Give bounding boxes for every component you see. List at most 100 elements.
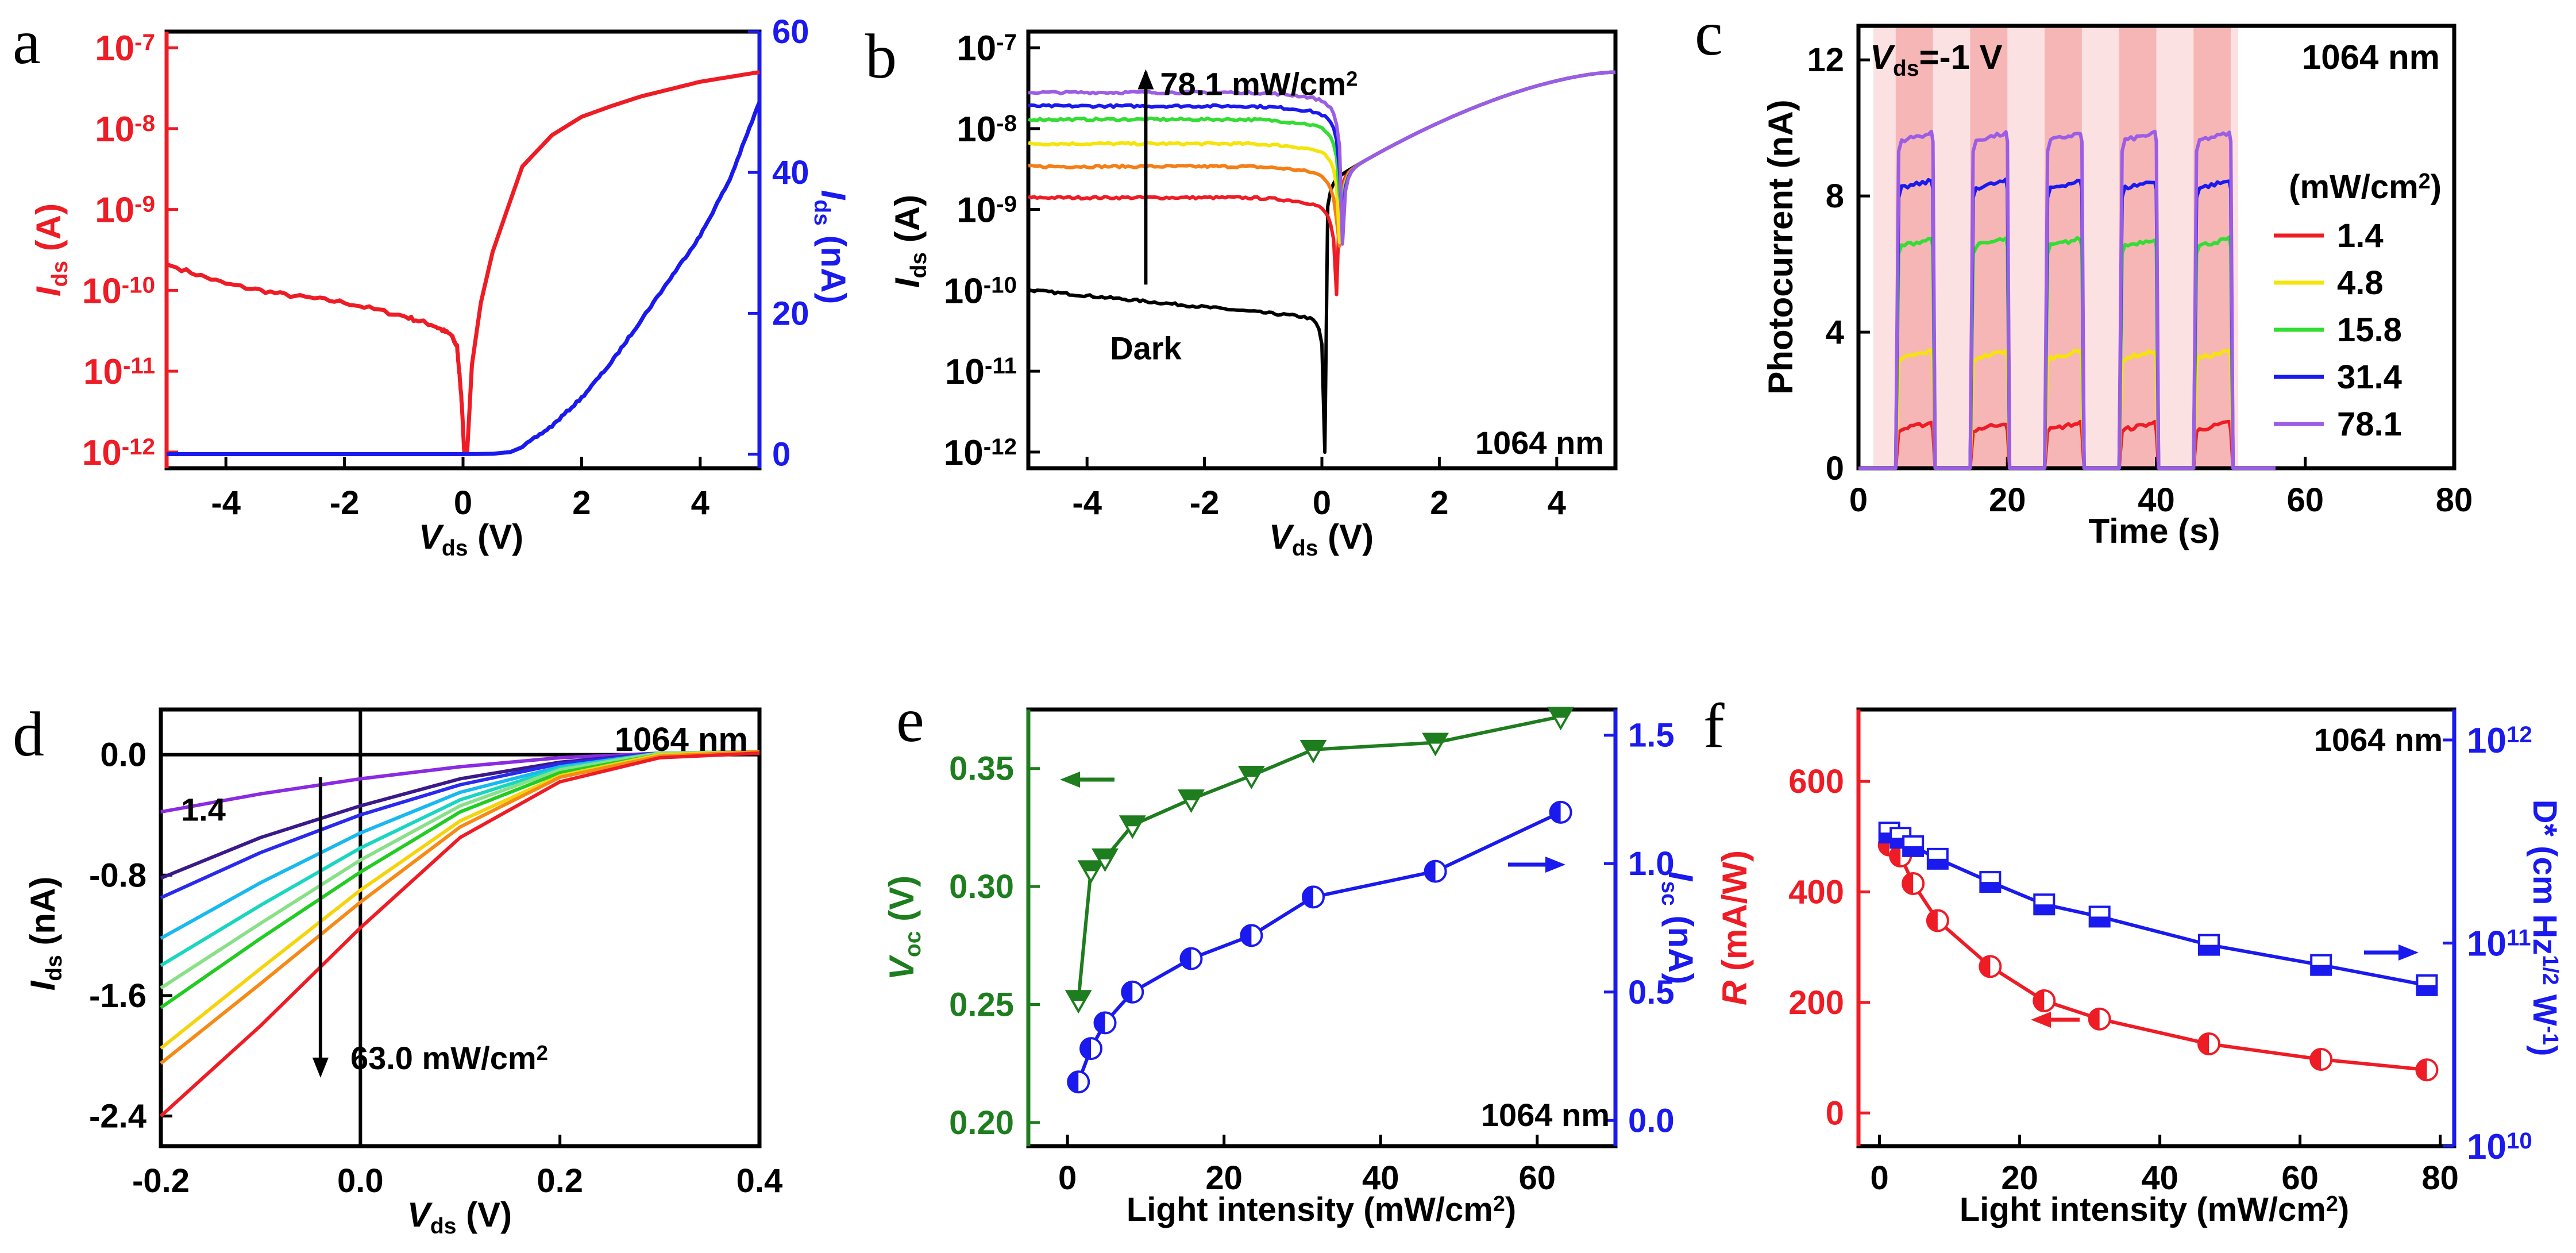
- panel-e: e 0 20 40 60 0.20 0.25 0.30 0.35 0.0 0.5 1.0 1.5 Lig…: [882, 685, 1700, 1228]
- r-point-fill: [2311, 1048, 2322, 1070]
- y-tick-label: 8: [1826, 178, 1844, 215]
- series-78_1: [1028, 70, 1616, 246]
- y-tick-label-right: 0.0: [1628, 1102, 1675, 1139]
- y-axis-label: Photocurrent (nA): [1761, 99, 1800, 394]
- x-axis-label: Time (s): [2089, 512, 2220, 550]
- y-tick-label: 10-12: [944, 433, 1017, 473]
- series-s7: [160, 750, 760, 1009]
- annotation-low-intensity: 1.4: [181, 791, 226, 827]
- x-tick-label: 80: [2421, 1159, 2459, 1197]
- arrow-head: [312, 1057, 329, 1078]
- panel-c: c 0 20 40 60 80 0 4 8 12 Time (s) Photocurrent (nA…: [1695, 0, 2473, 550]
- axes-frame: [1026, 707, 1618, 1148]
- x-tick-label: -0.2: [132, 1162, 190, 1200]
- legend-title: (mW/cm2): [2289, 168, 2442, 206]
- dstar-point-fill: [1980, 882, 2000, 892]
- series-isc-line: [1077, 811, 1561, 1083]
- x-tick-label: 20: [1205, 1159, 1243, 1197]
- r-point-fill: [2089, 1008, 2100, 1030]
- voc-point-fill: [1302, 741, 1325, 751]
- x-tick-label: 60: [2286, 481, 2324, 519]
- voc-point-fill: [1240, 767, 1263, 777]
- r-point-fill: [1903, 873, 1914, 895]
- y-tick-label: 10-8: [957, 110, 1017, 149]
- isc-point-fill: [1094, 1012, 1105, 1034]
- y-tick-label: -0.8: [89, 857, 146, 894]
- voc-point-fill: [1179, 791, 1203, 801]
- panel-label-b: b: [865, 21, 897, 91]
- annotation-wavelength: 1064 nm: [2314, 722, 2443, 758]
- isc-point-fill: [1550, 801, 1561, 823]
- panel-b: b -4 -2 0 2 4 10-12 10-11 10-10 10-9 10-8 10-7 Vds …: [865, 21, 1618, 561]
- legend-label: 78.1: [2337, 406, 2402, 443]
- arrow-left-red-head: [2031, 1012, 2051, 1028]
- series-voc-line: [1077, 715, 1561, 1000]
- x-tick-label: 4: [1548, 484, 1566, 522]
- series-dstar-line: [1888, 831, 2427, 987]
- y-tick-label: -1.6: [89, 977, 146, 1015]
- panel-label-a: a: [13, 7, 41, 77]
- y-tick-label-left: 10-7: [95, 29, 155, 68]
- series-s3: [160, 750, 760, 900]
- series-15_8: [1858, 235, 2276, 470]
- series-log-red: [165, 70, 760, 454]
- y-tick-label-left: 200: [1788, 984, 1844, 1021]
- x-tick-label: 20: [2001, 1159, 2038, 1197]
- panel-a: a -4 -2 0 2 4 10-12 10-11 10-10 10-9 10-8 10-7 0 20 4…: [13, 7, 853, 561]
- x-tick-label: -4: [1072, 484, 1102, 522]
- r-point-fill: [1890, 845, 1901, 866]
- x-tick-label: 60: [2281, 1159, 2319, 1197]
- y-tick-label-left: 400: [1788, 873, 1844, 911]
- y-tick-label: -2.4: [89, 1098, 146, 1135]
- x-tick-label: 0.4: [736, 1162, 783, 1200]
- y-tick-label: 0: [1826, 450, 1844, 487]
- voc-point-fill: [1549, 708, 1572, 718]
- x-tick-label: 0: [454, 484, 472, 522]
- annotation-wavelength: 1064 nm: [1475, 425, 1604, 461]
- y-axis-label-right: D* (cm Hz1/2 W-1): [2526, 800, 2563, 1057]
- y-tick-label: 10-7: [957, 29, 1017, 68]
- r-point-fill: [1927, 910, 1938, 931]
- dstar-point-fill: [1903, 846, 1923, 856]
- x-tick-label: 20: [1989, 481, 2026, 519]
- y-tick-label-left: 10-8: [95, 110, 155, 149]
- y-tick-label-right: 1011: [2467, 924, 2531, 964]
- dstar-point-fill: [2311, 965, 2331, 975]
- x-tick-label: 60: [1518, 1159, 1556, 1197]
- x-tick-label: 0: [1870, 1159, 1888, 1197]
- x-axis-label: Light intensity (mW/cm2): [1960, 1191, 2349, 1228]
- arrow-head: [1137, 69, 1154, 90]
- x-tick-label: 0.2: [537, 1162, 583, 1200]
- isc-point-fill: [1303, 886, 1314, 908]
- y-axis-label-right: Ids (nA): [809, 190, 853, 304]
- dstar-point-fill: [1927, 858, 1948, 869]
- legend-label: 31.4: [2337, 358, 2402, 396]
- y-tick-label-left: 10-11: [83, 352, 155, 392]
- x-tick-label: 80: [2436, 481, 2473, 519]
- y-axis-label-left: Voc (V): [882, 876, 925, 980]
- y-tick-label: 12: [1807, 41, 1844, 79]
- series-r-line: [1888, 843, 2427, 1072]
- x-axis-label: Vds (V): [1269, 518, 1374, 561]
- y-tick-label: 4: [1826, 314, 1844, 351]
- x-axis-label: Vds (V): [419, 518, 523, 561]
- y-tick-label-left: 0.30: [949, 868, 1014, 905]
- legend-label: 15.8: [2337, 311, 2402, 349]
- y-tick-label-left: 10-9: [95, 191, 155, 230]
- dstar-point-fill: [2199, 944, 2219, 955]
- panel-label-e: e: [896, 685, 924, 755]
- isc-point-fill: [1122, 981, 1133, 1003]
- annotation-high-intensity: 63.0 mW/cm2: [350, 1040, 548, 1076]
- voc-point-fill: [1067, 991, 1090, 1001]
- annotation-power: 78.1 mW/cm2: [1160, 66, 1358, 102]
- y-tick-label-right: 0.5: [1628, 974, 1675, 1011]
- r-point-fill: [2199, 1034, 2209, 1055]
- y-tick-label-right: 1010: [2467, 1127, 2532, 1167]
- x-tick-label: 40: [1362, 1159, 1399, 1197]
- panel-label-f: f: [1703, 691, 1725, 761]
- dstar-point-fill: [2417, 985, 2437, 995]
- voc-point-fill: [1121, 816, 1144, 827]
- y-axis-label-right: Isc (nA): [1657, 872, 1700, 985]
- dstar-point-fill: [2034, 904, 2054, 915]
- isc-point-fill: [1068, 1071, 1079, 1093]
